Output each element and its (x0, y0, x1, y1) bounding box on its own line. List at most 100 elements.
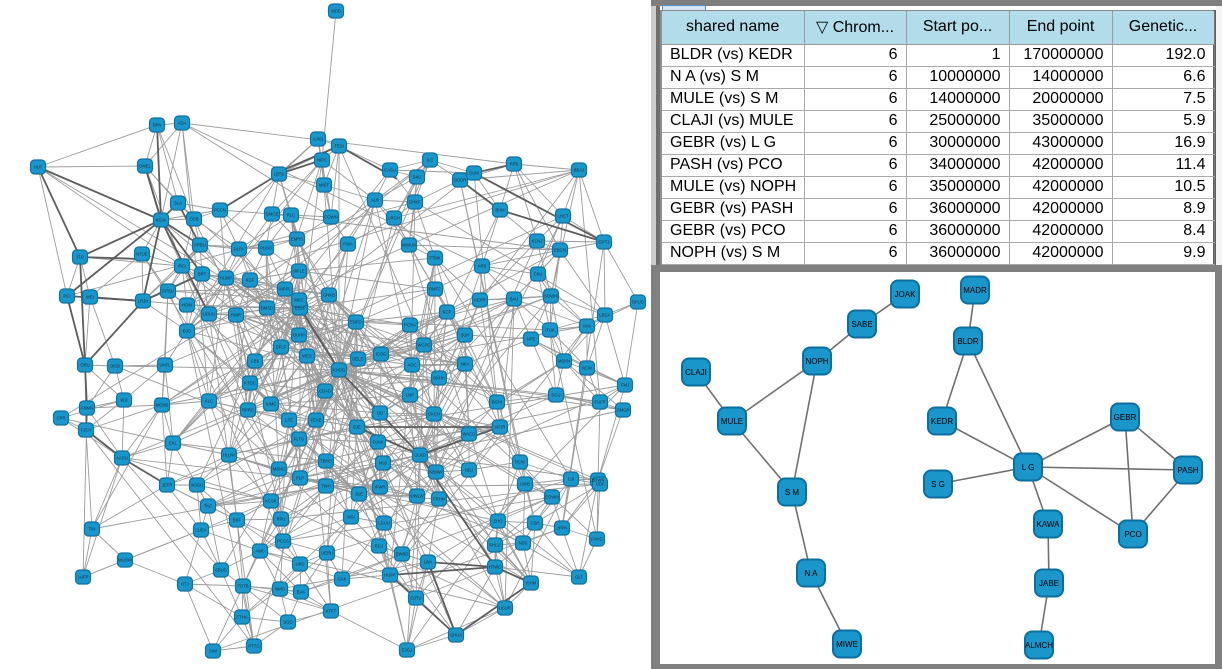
svg-text:BLDR: BLDR (957, 337, 979, 346)
svg-text:LRGH: LRGH (388, 216, 400, 221)
svg-text:EMRS: EMRS (291, 237, 303, 242)
svg-text:NPE: NPE (527, 337, 536, 342)
svg-text:KHOG: KHOG (333, 368, 345, 373)
svg-text:HOW: HOW (182, 303, 192, 308)
svg-text:NTUE: NTUE (136, 252, 148, 257)
svg-text:KCP: KCP (443, 310, 452, 315)
svg-text:EOWM: EOWM (545, 495, 559, 500)
svg-text:MSI: MSI (347, 515, 354, 520)
svg-text:LFE: LFE (285, 418, 293, 423)
svg-text:S M: S M (785, 488, 800, 497)
svg-text:L G: L G (1022, 463, 1035, 472)
svg-text:KHLU: KHLU (489, 543, 500, 548)
svg-text:JEFR: JEFR (162, 483, 172, 488)
svg-text:ISHM: ISHM (526, 581, 537, 586)
svg-text:N A: N A (805, 569, 819, 578)
svg-text:JGE: JGE (355, 492, 363, 497)
svg-text:BJO: BJO (183, 329, 192, 334)
svg-text:FEAE: FEAE (311, 418, 322, 423)
svg-text:IUMC: IUMC (266, 402, 277, 407)
svg-text:IJD: IJD (377, 411, 383, 416)
svg-text:RLC: RLC (287, 213, 295, 218)
svg-text:EJGJ: EJGJ (402, 648, 412, 653)
svg-text:HLWP: HLWP (220, 276, 232, 281)
svg-text:TBHO: TBHO (320, 459, 332, 464)
svg-text:PPBU: PPBU (194, 243, 205, 248)
svg-text:BGHI: BGHI (492, 400, 502, 405)
svg-text:RMFC: RMFC (429, 287, 441, 292)
svg-text:GNKB: GNKB (323, 293, 335, 298)
svg-text:BBAJ: BBAJ (574, 168, 584, 173)
svg-text:HLUW: HLUW (223, 453, 235, 458)
svg-text:NBJ: NBJ (465, 468, 473, 473)
svg-text:KCSK: KCSK (265, 499, 277, 504)
svg-text:AHA: AHA (583, 324, 592, 329)
svg-text:GPTJ: GPTJ (599, 240, 610, 245)
svg-text:WEI: WEI (86, 295, 94, 300)
svg-text:LUFP: LUFP (78, 575, 89, 580)
svg-text:WJGG: WJGG (191, 483, 204, 488)
svg-text:HUPF: HUPF (384, 573, 396, 578)
svg-text:GMOE: GMOE (266, 212, 279, 217)
svg-text:ENFO: ENFO (350, 320, 362, 325)
svg-text:FRHN: FRHN (433, 497, 445, 502)
svg-text:LGUU: LGUU (378, 521, 390, 526)
svg-text:SOWM: SOWM (544, 294, 558, 299)
svg-text:PCCN: PCCN (214, 208, 226, 213)
svg-text:KEDR: KEDR (931, 417, 953, 426)
svg-text:DELD: DELD (352, 357, 363, 362)
svg-text:LNP: LNP (406, 393, 414, 398)
svg-text:AOC: AOC (407, 363, 416, 368)
svg-text:NMO: NMO (275, 587, 286, 592)
svg-text:EKL: EKL (169, 441, 178, 446)
svg-text:BPUO: BPUO (632, 300, 645, 305)
svg-text:JPPN: JPPN (557, 526, 568, 531)
svg-text:ORU: ORU (80, 363, 89, 368)
svg-text:DJAK: DJAK (373, 440, 384, 445)
svg-text:AJKS: AJKS (313, 137, 324, 142)
svg-text:MPPL: MPPL (279, 287, 291, 292)
svg-text:PUSO: PUSO (260, 246, 273, 251)
svg-text:ADA: ADA (178, 121, 187, 126)
svg-text:BAK: BAK (297, 590, 306, 595)
svg-text:AAOU: AAOU (116, 456, 128, 461)
svg-text:FUFP: FUFP (595, 400, 606, 405)
svg-text:BRT: BRT (198, 272, 207, 277)
svg-text:SUH: SUH (461, 333, 470, 338)
svg-text:DPSU: DPSU (162, 289, 174, 294)
svg-text:KTFT: KTFT (326, 609, 337, 614)
svg-text:JABE: JABE (1039, 579, 1059, 588)
svg-text:GEBR: GEBR (1114, 413, 1137, 422)
svg-text:LRJH: LRJH (138, 299, 148, 304)
svg-text:NDJA: NDJA (156, 218, 167, 223)
svg-text:EELF: EELF (295, 306, 306, 311)
svg-text:DLPA: DLPA (234, 247, 245, 252)
svg-text:RCW: RCW (515, 460, 525, 465)
svg-text:MIST: MIST (319, 183, 329, 188)
svg-text:S G: S G (931, 480, 945, 489)
svg-text:PCO: PCO (1124, 530, 1141, 539)
svg-text:BDWN: BDWN (592, 478, 605, 483)
svg-text:NKA: NKA (461, 362, 470, 367)
svg-text:NOPH: NOPH (805, 357, 828, 366)
svg-text:RPB: RPB (510, 162, 519, 167)
svg-text:LBGA: LBGA (599, 313, 610, 318)
svg-text:PLP: PLP (296, 476, 304, 481)
svg-text:UWB: UWB (520, 482, 530, 487)
svg-text:KTOC: KTOC (244, 381, 256, 386)
svg-text:DHKF: DHKF (409, 200, 421, 205)
svg-text:FLTG: FLTG (294, 437, 304, 442)
svg-text:DCU: DCU (551, 393, 560, 398)
svg-text:DKU: DKU (413, 175, 422, 180)
svg-text:NIPC: NIPC (317, 158, 327, 163)
svg-text:ETHA: ETHA (236, 615, 247, 620)
svg-text:BGJ: BGJ (375, 544, 383, 549)
svg-text:SLA: SLA (174, 201, 182, 206)
svg-text:MSNC: MSNC (273, 467, 285, 472)
svg-text:TTMK: TTMK (429, 256, 441, 261)
svg-text:KBMW: KBMW (429, 470, 442, 475)
svg-text:GMEL: GMEL (139, 164, 152, 169)
svg-text:ANMN: ANMN (81, 406, 93, 411)
svg-text:GMGR: GMGR (616, 408, 629, 413)
svg-text:DFLF: DFLF (276, 345, 287, 350)
